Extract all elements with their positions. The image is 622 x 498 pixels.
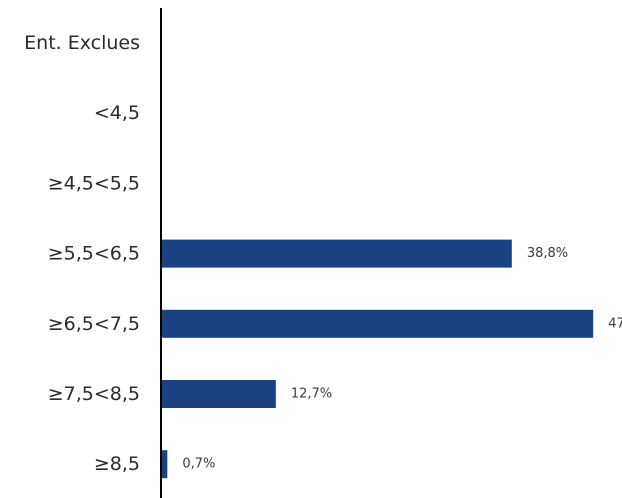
category-label: ≥7,5<8,5 [48, 383, 140, 405]
category-label: ≥8,5 [94, 453, 140, 475]
category-label: <4,5 [94, 102, 140, 124]
data-labels-group: 38,8% 47,8% 12,7% 0,7% [182, 246, 622, 472]
data-label: 47,8% [608, 316, 622, 331]
category-label: ≥6,5<7,5 [48, 313, 140, 335]
data-label: 0,7% [182, 457, 215, 472]
bar [161, 239, 512, 268]
category-labels-group: Ent. Exclues <4,5 ≥4,5<5,5 ≥5,5<6,5 ≥6,5<7,5… [24, 32, 140, 475]
data-label: 38,8% [527, 246, 568, 261]
category-label: Ent. Exclues [24, 32, 140, 54]
bar [161, 309, 594, 338]
bars-group [161, 239, 594, 479]
category-label: ≥4,5<5,5 [48, 172, 140, 194]
bar [161, 450, 168, 479]
data-label: 12,7% [291, 387, 332, 402]
bar [161, 380, 276, 408]
category-label: ≥5,5<6,5 [48, 243, 140, 265]
